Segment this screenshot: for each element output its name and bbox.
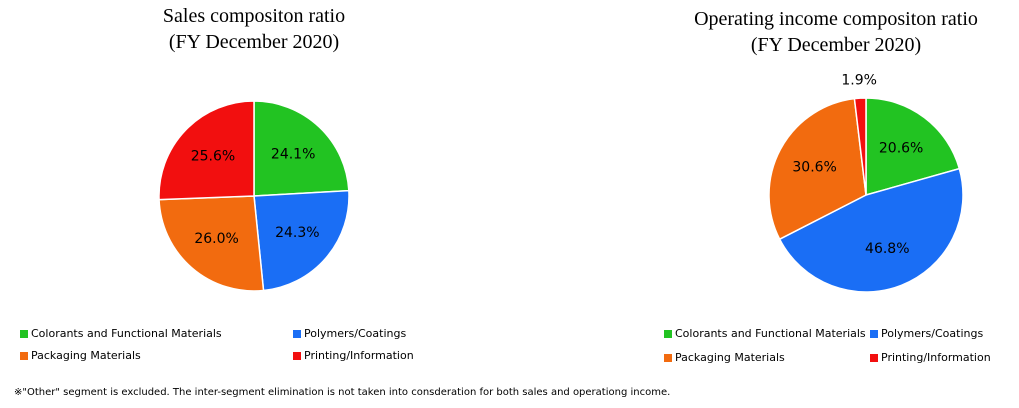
data-label: 26.0% bbox=[194, 231, 238, 247]
legend-swatch bbox=[293, 352, 301, 360]
pie-slice bbox=[853, 97, 867, 196]
chart-subtitle: (FY December 2020) bbox=[751, 34, 921, 56]
pie-slice bbox=[768, 97, 867, 241]
legend-label: Polymers/Coatings bbox=[304, 327, 406, 340]
legend-swatch bbox=[870, 330, 878, 338]
pie-slice bbox=[253, 189, 350, 292]
legend-swatch bbox=[664, 330, 672, 338]
legend-label: Packaging Materials bbox=[31, 349, 141, 362]
data-label: 46.8% bbox=[865, 241, 909, 257]
legend-label: Printing/Information bbox=[304, 349, 414, 362]
data-label: 25.6% bbox=[191, 148, 235, 164]
pie-slice bbox=[158, 100, 255, 201]
pie-slice bbox=[158, 195, 265, 292]
data-label: 1.9% bbox=[841, 73, 877, 89]
pie-slice bbox=[865, 97, 961, 196]
legend-swatch bbox=[20, 352, 28, 360]
legend-label: Printing/Information bbox=[881, 351, 991, 364]
legend-label: Packaging Materials bbox=[675, 351, 785, 364]
pie-slice bbox=[778, 167, 964, 293]
data-label: 24.1% bbox=[271, 147, 315, 163]
data-label: 30.6% bbox=[792, 160, 836, 176]
legend-swatch bbox=[293, 330, 301, 338]
legend-swatch bbox=[664, 354, 672, 362]
chart-subtitle: (FY December 2020) bbox=[169, 31, 339, 53]
legend-label: Colorants and Functional Materials bbox=[675, 327, 866, 340]
data-label: 24.3% bbox=[275, 225, 319, 241]
legend-label: Colorants and Functional Materials bbox=[31, 327, 222, 340]
data-label: 20.6% bbox=[879, 141, 923, 157]
legend-label: Polymers/Coatings bbox=[881, 327, 983, 340]
pie-slice bbox=[253, 100, 350, 197]
legend-swatch bbox=[20, 330, 28, 338]
legend-swatch bbox=[870, 354, 878, 362]
chart-title: Sales compositon ratio bbox=[163, 5, 345, 27]
chart-title: Operating income compositon ratio bbox=[694, 8, 978, 30]
footnote: ※"Other" segment is excluded. The inter-… bbox=[14, 387, 670, 398]
